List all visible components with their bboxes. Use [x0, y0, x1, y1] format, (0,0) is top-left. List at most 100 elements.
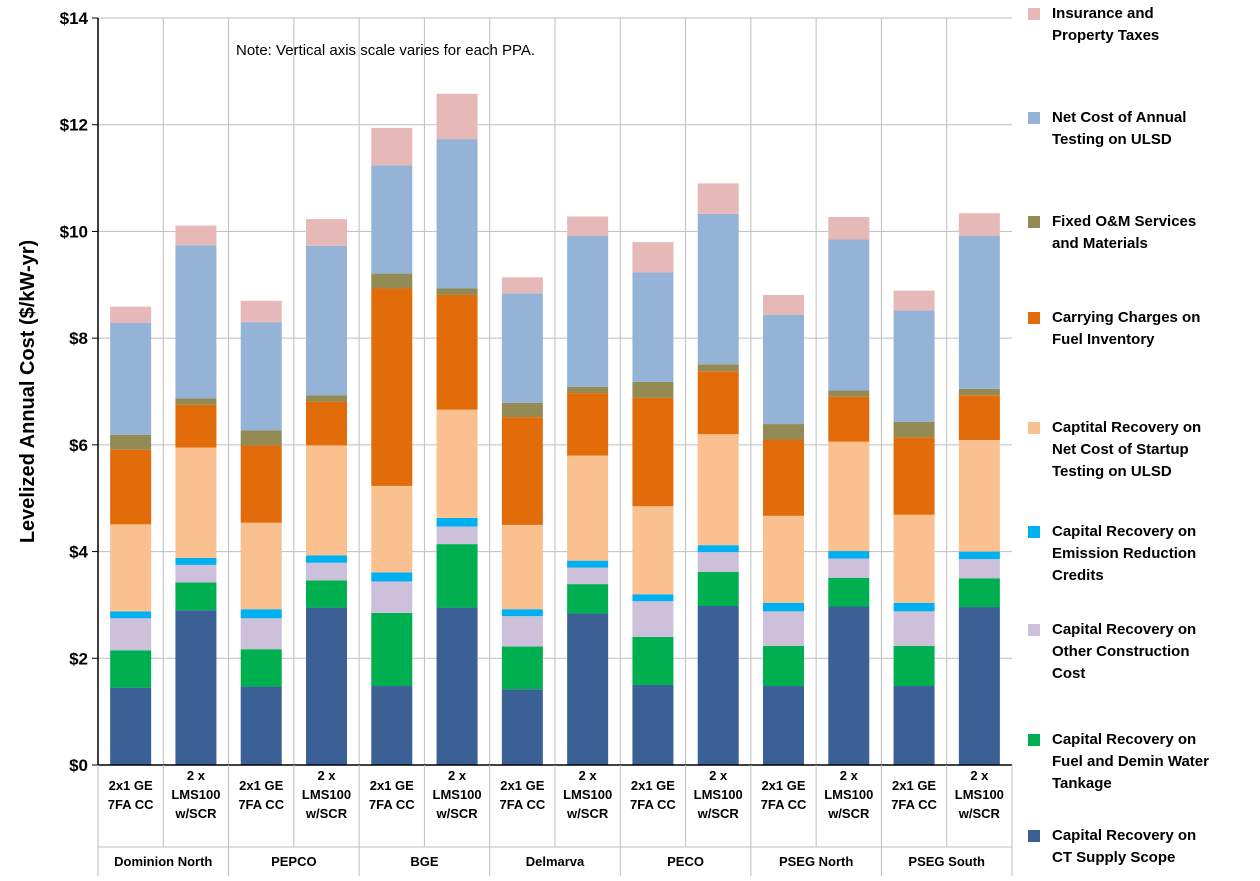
bar-segment: [632, 397, 674, 507]
group-label: Dominion North: [114, 854, 212, 869]
bar-segment: [110, 611, 152, 619]
x-tick-label: 2x1 GE: [500, 778, 544, 793]
x-tick-label: LMS100: [302, 787, 351, 802]
x-tick-label: 2 x: [579, 768, 598, 783]
legend-label: Net Cost of Annual: [1052, 109, 1186, 126]
y-tick-label: $10: [60, 222, 88, 241]
axes: $0 $2 $4 $6 $8 $10 $12 $14 2x1 GE 7FA CC 2 x LMS100…: [17, 9, 1013, 876]
bar-segment: [240, 445, 282, 523]
bar-segment: [501, 402, 543, 418]
bar-segment: [306, 555, 347, 563]
bar-segment: [175, 564, 217, 583]
x-tick-label: w/SCR: [435, 806, 478, 821]
x-tick-label: 2x1 GE: [761, 778, 805, 793]
bar-segment: [958, 388, 1000, 396]
legend-label: Capital Recovery on: [1052, 621, 1196, 638]
bar-segment: [632, 272, 674, 382]
bar-segment: [436, 288, 478, 295]
bar-segment: [828, 441, 870, 552]
bar-segment: [763, 602, 804, 612]
bar-segment: [175, 557, 217, 565]
bar-segment: [110, 687, 152, 765]
bar-segment: [697, 364, 739, 372]
bar-segment: [175, 225, 217, 246]
bar-segment: [828, 558, 870, 578]
bar-segment: [371, 485, 413, 573]
bar-segment: [567, 613, 609, 765]
bar-segment: [371, 165, 413, 274]
bar-segment: [567, 235, 609, 387]
legend: Insurance and Property Taxes Net Cost of A…: [1028, 5, 1209, 866]
bar-segment: [110, 449, 152, 525]
x-tick-label: 7FA CC: [238, 797, 284, 812]
legend-swatch: [1028, 624, 1040, 636]
x-tick-label: 2 x: [840, 768, 859, 783]
bar-segment: [436, 139, 478, 289]
bar-segment: [306, 245, 347, 396]
bar-segment: [110, 618, 152, 651]
bar-segment: [501, 616, 543, 647]
x-tick-label: 2 x: [709, 768, 728, 783]
x-tick-label: 2 x: [970, 768, 989, 783]
bar-segment: [958, 395, 1000, 441]
bar-segment: [501, 524, 543, 610]
bar-segment: [501, 293, 543, 403]
bar-segment: [501, 277, 543, 294]
bar-segment: [828, 217, 870, 240]
x-tick-label: 2 x: [448, 768, 467, 783]
bar-segment: [763, 611, 804, 647]
x-tick-label: 2x1 GE: [109, 778, 153, 793]
legend-label: Carrying Charges on: [1052, 309, 1200, 326]
bar-segment: [958, 607, 1000, 765]
x-tick-label: LMS100: [563, 787, 612, 802]
legend-label: Credits: [1052, 567, 1104, 584]
bar-segment: [632, 636, 674, 685]
y-tick-label: $4: [69, 543, 88, 562]
bar-segment: [175, 398, 217, 405]
bar-segment: [632, 381, 674, 398]
bar-segment: [175, 404, 217, 448]
bar-segment: [632, 506, 674, 595]
legend-label: Testing on ULSD: [1052, 131, 1172, 148]
bar-segment: [763, 646, 804, 687]
bar-segment: [893, 646, 935, 687]
bar-segment: [436, 517, 478, 527]
legend-label: Captital Recovery on: [1052, 419, 1201, 436]
chart-note: Note: Vertical axis scale varies for eac…: [236, 42, 535, 59]
x-tick-label: LMS100: [824, 787, 873, 802]
bar-segment: [175, 582, 217, 611]
bar-segment: [501, 609, 543, 617]
x-tick-label: 7FA CC: [499, 797, 545, 812]
x-tick-label: LMS100: [433, 787, 482, 802]
x-tick-label: w/SCR: [958, 806, 1001, 821]
bar-segment: [436, 526, 478, 545]
x-tick-label: LMS100: [955, 787, 1004, 802]
group-label: PSEG North: [779, 854, 853, 869]
bar-segment: [436, 93, 478, 140]
bar-segment: [893, 437, 935, 515]
bar-segment: [306, 395, 347, 402]
legend-swatch: [1028, 112, 1040, 124]
bar-segment: [306, 607, 347, 765]
bar-segment: [306, 219, 347, 246]
legend-swatch: [1028, 216, 1040, 228]
group-label: Delmarva: [526, 854, 585, 869]
bar-segment: [371, 273, 413, 289]
bar-segment: [763, 294, 804, 315]
x-tick-label: 7FA CC: [891, 797, 937, 812]
bar-segment: [240, 322, 282, 431]
bar-segment: [763, 314, 804, 425]
bar-segment: [697, 571, 739, 606]
x-tick-label: LMS100: [171, 787, 220, 802]
bar-segment: [697, 434, 739, 546]
bar-segment: [371, 572, 413, 582]
bar-segment: [697, 605, 739, 765]
x-tick-label: 2x1 GE: [631, 778, 675, 793]
bar-segment: [371, 686, 413, 765]
bar-segment: [893, 611, 935, 647]
x-tick-label: 2 x: [187, 768, 206, 783]
x-tick-label: 7FA CC: [761, 797, 807, 812]
y-tick-label: $8: [69, 329, 88, 348]
bar-segment: [697, 371, 739, 435]
